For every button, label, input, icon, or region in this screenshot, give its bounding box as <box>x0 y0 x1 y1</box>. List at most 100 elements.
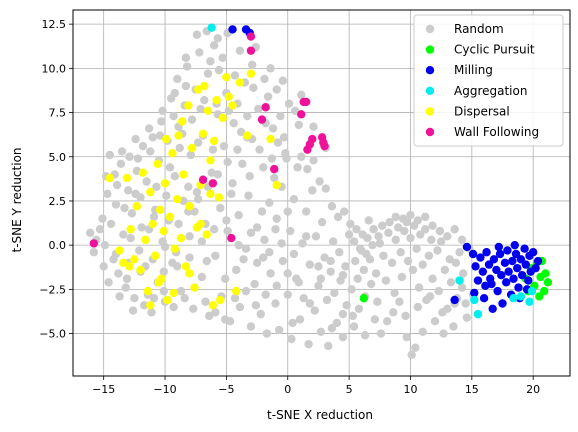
data-point <box>278 76 288 85</box>
data-point <box>407 350 416 359</box>
data-point <box>168 149 177 158</box>
data-point <box>131 189 140 199</box>
data-point <box>271 225 280 234</box>
data-point <box>99 262 108 271</box>
data-point <box>402 332 411 342</box>
data-point <box>354 304 364 314</box>
data-point <box>327 324 337 333</box>
data-point <box>503 246 512 255</box>
data-point <box>317 217 327 227</box>
data-point <box>276 111 285 121</box>
data-point <box>338 332 348 342</box>
data-point <box>540 286 549 296</box>
data-point <box>294 120 303 130</box>
data-point <box>155 131 165 140</box>
data-point <box>470 295 479 305</box>
data-point <box>154 278 164 287</box>
data-point <box>146 147 155 156</box>
data-point <box>333 212 343 222</box>
data-point <box>192 187 202 197</box>
data-point <box>246 322 256 331</box>
data-point <box>175 143 184 153</box>
data-point <box>290 106 300 115</box>
data-point <box>234 240 243 250</box>
data-point <box>413 216 423 225</box>
data-point <box>235 302 245 312</box>
data-point <box>89 248 99 257</box>
series-dispersal <box>105 69 281 310</box>
data-point <box>321 184 330 193</box>
data-point <box>509 274 518 283</box>
data-point <box>142 177 151 186</box>
data-point <box>105 150 115 160</box>
data-point <box>482 248 491 257</box>
data-point <box>119 258 128 268</box>
data-point <box>252 223 262 232</box>
data-point <box>198 129 208 138</box>
data-point <box>455 248 464 257</box>
data-point <box>371 269 381 278</box>
data-point <box>326 256 335 266</box>
data-point <box>151 251 160 260</box>
data-point <box>418 260 427 269</box>
data-point <box>375 239 384 248</box>
data-point <box>462 242 472 252</box>
data-point <box>385 217 394 227</box>
data-point <box>238 159 247 169</box>
data-point <box>492 265 501 275</box>
data-point <box>174 219 183 229</box>
data-point <box>233 145 242 154</box>
data-point <box>381 276 391 285</box>
data-point <box>362 249 371 259</box>
data-point <box>382 316 392 326</box>
data-point <box>462 313 472 322</box>
series-milling <box>228 25 543 314</box>
data-point <box>229 118 238 128</box>
data-point <box>330 288 339 298</box>
data-point <box>124 186 133 195</box>
data-point <box>288 318 297 328</box>
data-point <box>246 46 256 55</box>
data-point <box>401 311 410 321</box>
data-point <box>173 262 182 271</box>
y-tick-label: 10.0 <box>42 62 67 75</box>
data-point <box>297 90 306 100</box>
data-point <box>393 223 403 232</box>
data-point <box>186 150 196 160</box>
data-point <box>305 299 315 308</box>
data-point <box>212 95 221 105</box>
data-point <box>495 249 505 259</box>
data-point <box>449 322 458 331</box>
data-point <box>420 225 430 234</box>
data-point <box>440 265 450 275</box>
data-point <box>516 255 526 264</box>
legend-label: Milling <box>454 63 493 77</box>
data-point <box>308 186 317 195</box>
data-point <box>476 253 485 262</box>
data-point <box>478 267 488 276</box>
y-tick-label: 5.0 <box>49 151 67 164</box>
data-point <box>250 279 259 289</box>
data-point <box>400 226 409 236</box>
data-point <box>218 113 227 123</box>
data-point <box>314 262 323 271</box>
data-point <box>201 297 210 306</box>
data-point <box>216 203 225 213</box>
data-point <box>190 283 199 292</box>
data-point <box>144 124 154 133</box>
data-point <box>274 325 284 335</box>
data-point <box>152 182 161 192</box>
data-point <box>272 214 281 223</box>
data-point <box>504 267 513 276</box>
x-axis-label: t-SNE X reduction <box>267 408 373 422</box>
data-point <box>283 269 292 278</box>
legend-marker <box>425 127 435 137</box>
data-point <box>335 248 344 257</box>
data-point <box>320 141 329 151</box>
data-point <box>266 134 275 144</box>
data-point <box>508 256 517 266</box>
data-point <box>207 23 216 32</box>
data-point <box>126 233 135 243</box>
data-point <box>120 203 129 213</box>
data-point <box>125 262 134 271</box>
